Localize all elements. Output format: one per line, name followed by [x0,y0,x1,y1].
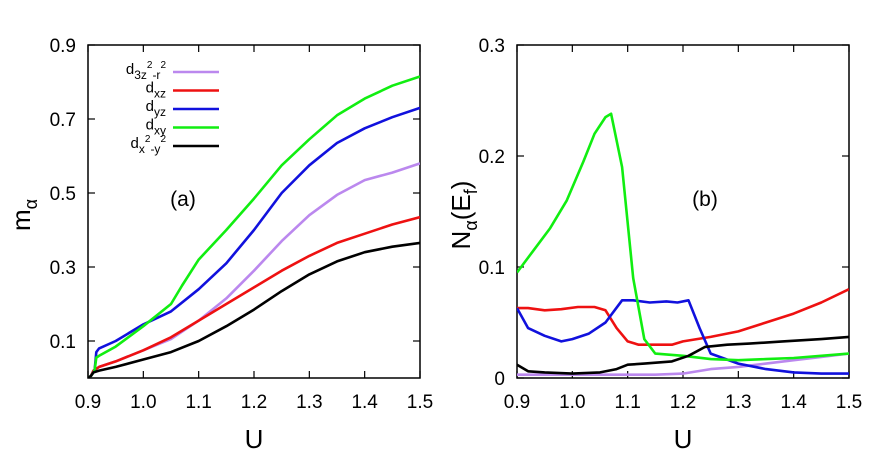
x-tick-label: 1.1 [185,392,211,413]
y-tick-label: 0.9 [50,36,76,57]
x-tick-label: 1.0 [559,392,585,413]
legend-rest-sup: 2 [160,134,166,145]
y-tick-label: 0 [494,369,505,390]
y-axis-label-main: m [6,209,36,231]
x-tick-label: 1.0 [130,392,156,413]
panel-a: 0.9 1.0 1.1 1.2 1.3 1.4 1.5 0.1 0.3 0.5 0.7 0.9 Umα (… [6,36,433,454]
x-tick-label: 1.4 [351,392,378,413]
y-axis-label: Nα(Ef) [446,181,481,250]
series-group [88,75,420,378]
series-line-dxy [88,75,420,378]
legend-main: d [131,135,139,152]
series-group [517,112,849,376]
legend-main: d [146,98,154,115]
panel-b: 0.9 1.0 1.1 1.2 1.3 1.4 1.5 0 0.1 0.2 0.3 U Nα(Ef) (b… [446,36,862,454]
y-tick-label: 0.1 [50,332,76,353]
x-tick-label: 1.1 [614,392,640,413]
series-line-d3z2-r2 [88,162,420,378]
legend-sup: 2 [145,134,151,145]
y-axis-label-sub: α [21,199,41,209]
legend-label-d3z2-r2: d3z2-r2 [126,60,167,82]
x-tick-label: 1.3 [296,392,322,413]
series-line-dx2-y2 [88,241,420,378]
series-line-dxz [88,215,420,378]
y-tick-label: 0.3 [50,258,76,279]
x-tick-label: 1.3 [725,392,751,413]
series-line-dxz [517,288,849,346]
y-tick-label: 0.1 [479,258,505,279]
series-line-dxy [517,112,849,362]
legend-rest-sub: -r [152,68,160,82]
x-tick-label: 1.2 [670,392,696,413]
legend-main: d [146,80,154,97]
legend-sub: xy [154,124,166,138]
legend-sub: yz [154,105,166,119]
x-axis-label: U [674,424,693,454]
legend-sub: x [139,142,145,156]
legend-rest-sub: -y [150,142,160,156]
legend-main: d [146,117,154,134]
x-tick-label: 0.9 [75,392,101,413]
x-tick-label: 1.5 [407,392,433,413]
y-axis-label-main: N [446,231,476,250]
y-axis-label-rest: (E [446,194,476,220]
legend-label-dxy: dxy [146,117,166,138]
y-tick-label: 0.7 [50,110,76,131]
y-tick-label: 0.2 [479,147,505,168]
x-tick-label: 0.9 [504,392,530,413]
y-axis-label: mα [6,199,41,231]
x-tick-label: 1.4 [780,392,807,413]
panel-label: (b) [692,188,718,211]
legend-label-dxz: dxz [146,80,166,101]
legend-rest-sup: 2 [160,60,166,71]
series-line-dyz [517,299,849,375]
y-axis-label-sub: α [461,220,481,230]
legend-sub: 3z [134,68,147,82]
legend-sub: xz [154,87,166,101]
panel-label: (a) [170,188,196,211]
y-tick-label: 0.5 [50,184,76,205]
x-tick-label: 1.5 [836,392,862,413]
y-axis-label-rest-sub: f [461,188,481,194]
legend-sup: 2 [147,60,153,71]
legend-label-dyz: dyz [146,98,166,119]
y-axis-label-close: ) [446,181,476,190]
legend-label-dx2-y2: dx2-y2 [131,134,167,156]
y-tick-label: 0.3 [479,36,505,57]
series-line-dx2-y2 [517,335,849,375]
legend-main: d [126,61,134,78]
plot-frame [516,44,850,379]
x-tick-label: 1.2 [241,392,267,413]
x-axis-label: U [245,424,264,454]
